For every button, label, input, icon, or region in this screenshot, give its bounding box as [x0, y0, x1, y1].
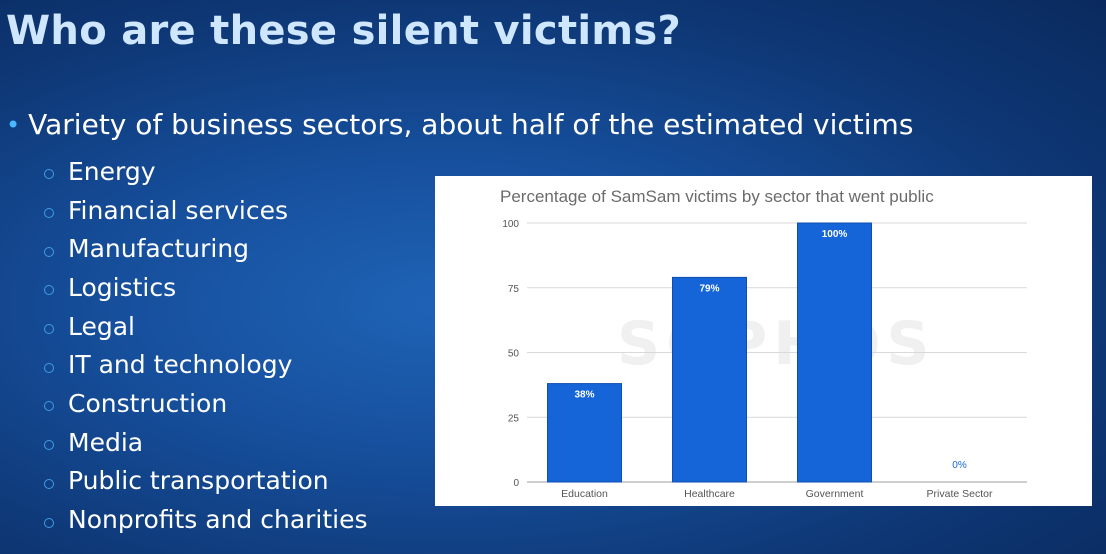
sector-label: Construction	[68, 388, 228, 418]
list-item: Financial services	[44, 191, 368, 230]
sector-label: Legal	[68, 311, 136, 341]
slide-title: Who are these silent victims?	[6, 8, 681, 54]
data-label: 79%	[699, 283, 719, 294]
data-label: 100%	[822, 229, 848, 240]
chart-title: Percentage of SamSam victims by sector t…	[500, 187, 934, 206]
x-tick-label: Private Sector	[927, 488, 993, 500]
main-bullet: • Variety of business sectors, about hal…	[6, 108, 913, 141]
bullet-dot-icon: •	[6, 110, 21, 139]
sector-label: Public transportation	[68, 466, 329, 496]
y-tick-label: 100	[502, 219, 519, 230]
chart-watermark: SOPHOS	[617, 309, 936, 379]
bar	[547, 383, 622, 483]
data-label: 0%	[952, 460, 967, 471]
bar	[672, 276, 747, 483]
list-item: Energy	[44, 152, 368, 191]
x-tick-label: Healthcare	[684, 488, 735, 500]
y-tick-label: 75	[508, 284, 520, 295]
list-item: Legal	[44, 307, 368, 346]
sector-label: Nonprofits and charities	[68, 505, 368, 535]
x-tick-label: Government	[806, 488, 864, 500]
list-item: Public transportation	[44, 462, 368, 501]
list-item: IT and technology	[44, 345, 368, 384]
circle-bullet-icon	[44, 169, 54, 180]
list-item: Media	[44, 423, 368, 462]
main-bullet-text: Variety of business sectors, about half …	[28, 108, 914, 141]
y-tick-label: 25	[508, 413, 520, 424]
sector-label: Manufacturing	[68, 234, 250, 264]
circle-bullet-icon	[44, 401, 54, 412]
sector-label: Financial services	[68, 195, 288, 225]
x-tick-label: Education	[561, 488, 608, 500]
y-tick-label: 0	[513, 478, 519, 489]
chart-canvas: Percentage of SamSam victims by sector t…	[500, 187, 1027, 500]
sector-list: Energy Financial services Manufacturing …	[44, 152, 368, 539]
list-item: Nonprofits and charities	[44, 500, 368, 539]
circle-bullet-icon	[44, 246, 54, 257]
sector-label: Media	[68, 427, 144, 457]
list-item: Manufacturing	[44, 229, 368, 268]
circle-bullet-icon	[44, 440, 54, 451]
y-tick-label: 50	[508, 349, 520, 360]
bar-chart: SOPHOS Percentage of SamSam victims by s…	[435, 176, 1092, 506]
circle-bullet-icon	[44, 208, 54, 219]
list-item: Logistics	[44, 268, 368, 307]
data-label: 38%	[574, 390, 594, 401]
circle-bullet-icon	[44, 478, 54, 489]
sector-label: Logistics	[68, 272, 177, 302]
circle-bullet-icon	[44, 285, 54, 296]
sector-label: Energy	[68, 156, 156, 186]
circle-bullet-icon	[44, 362, 54, 373]
circle-bullet-icon	[44, 517, 54, 528]
list-item: Construction	[44, 384, 368, 423]
circle-bullet-icon	[44, 324, 54, 335]
sector-label: IT and technology	[68, 350, 293, 380]
bar	[797, 222, 872, 483]
